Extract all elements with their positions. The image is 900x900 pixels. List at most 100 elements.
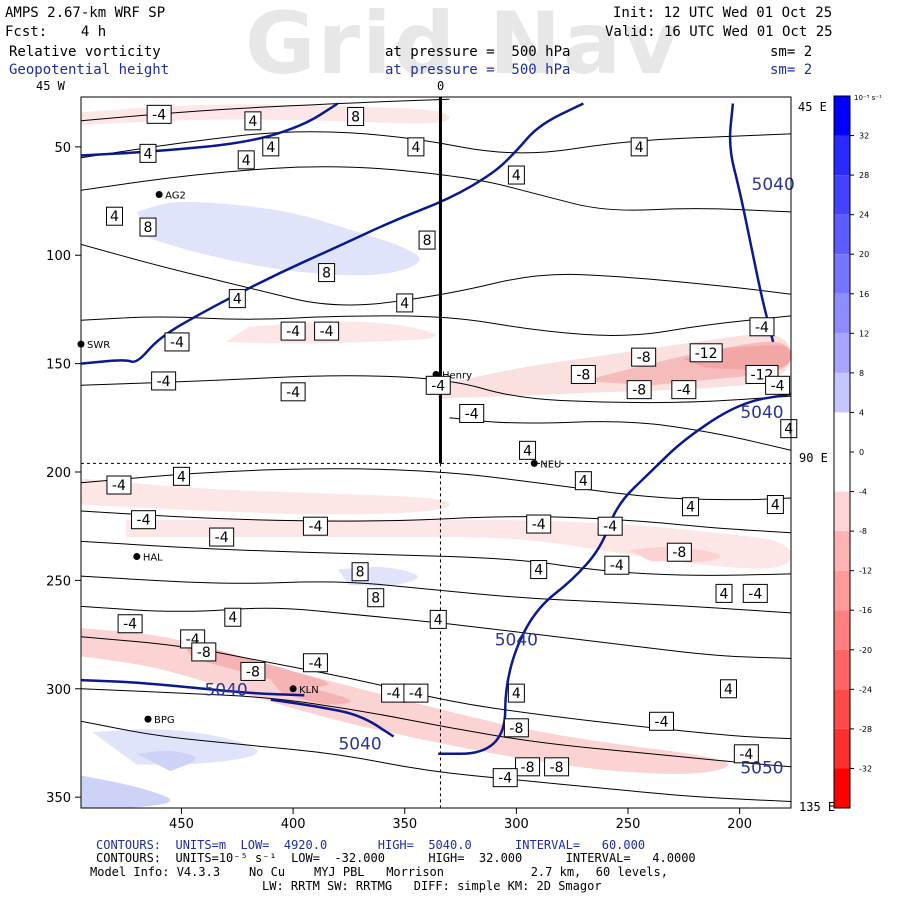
vorticity-label-text: 4 (771, 498, 780, 514)
vorticity-label-text: 4 (144, 146, 153, 162)
plot-frame (80, 96, 792, 809)
vorticity-label-box (666, 542, 692, 562)
vorticity-label-box (146, 104, 172, 124)
vorticity-label: -4 (597, 516, 623, 536)
x-tick-label: 450 (169, 817, 194, 832)
vorticity-label-box (459, 403, 485, 423)
colorbar-unit: 10⁻⁵ s⁻¹ (854, 94, 882, 102)
colorbar-swatch (834, 728, 850, 769)
footer-line-physics: LW: RRTM SW: RRTMG DIFF: simple KM: 2D S… (262, 879, 602, 893)
vorticity-label-box (418, 230, 436, 250)
station-label-henry: Henry (442, 370, 472, 381)
vorticity-label-box (139, 143, 157, 163)
vorticity-label: 4 (172, 466, 190, 486)
vorticity-label-box (425, 375, 451, 395)
vorticity-label: -4 (131, 510, 157, 530)
vorticity-label-text: -4 (431, 378, 445, 394)
colorbar-swatch (834, 649, 850, 690)
height-contour-1 (81, 102, 584, 365)
vorticity-label: -4 (425, 375, 451, 395)
vorticity-label-text: 4 (523, 443, 532, 459)
vorticity-label: -4 (459, 403, 485, 423)
vorticity-label-box (403, 683, 429, 703)
vorticity-label-box (302, 516, 328, 536)
vorticity-contour-3 (81, 243, 791, 306)
vorticity-label-box (139, 217, 157, 237)
station-label-ag2: AG2 (165, 191, 186, 202)
vorticity-label: -4 (151, 371, 177, 391)
vorticity-label: -4 (742, 583, 768, 603)
colorbar-swatch (834, 333, 850, 373)
vorticity-label: -4 (117, 614, 143, 634)
field1-name: Relative vorticity (9, 44, 161, 60)
vorticity-label: -4 (314, 321, 340, 341)
colorbar-tick-label: 16 (859, 290, 869, 299)
vorticity-label: 8 (139, 217, 157, 237)
vorticity-label-text: -4 (771, 378, 785, 394)
vorticity-label: 4 (682, 497, 700, 517)
station-marker-ag2 (155, 191, 163, 199)
vorticity-label: -4 (733, 744, 759, 764)
station-marker-hal (133, 553, 141, 561)
station-label-hal: HAL (143, 553, 163, 564)
vorticity-shade-12 (337, 566, 418, 586)
station-label-bpg: BPG (154, 715, 175, 726)
height-contour-4 (81, 678, 305, 697)
vorticity-label-text: 4 (635, 140, 644, 156)
vorticity-label-box (117, 614, 143, 634)
vorticity-label-text: -4 (532, 517, 546, 533)
vorticity-label-box (347, 107, 365, 127)
lon-top-left: 45 W (36, 79, 65, 93)
vorticity-label: -8 (570, 364, 596, 384)
y-tick-label: 300 (46, 683, 71, 698)
vorticity-label-box (240, 661, 266, 681)
colorbar-swatch (834, 293, 850, 334)
height-contour-5 (270, 698, 395, 738)
vorticity-label: 4 (715, 583, 733, 603)
colorbar-swatch (834, 610, 850, 650)
vorticity-label: 4 (407, 137, 425, 157)
vorticity-label-box (682, 497, 700, 517)
vorticity-label: -4 (749, 317, 775, 337)
colorbar-tick-label: 12 (859, 329, 869, 338)
vorticity-label: 4 (244, 111, 262, 131)
lon-right-mid: 90 E (799, 451, 828, 465)
vorticity-label-text: 8 (423, 233, 432, 249)
vorticity-label-text: 4 (512, 168, 521, 184)
vorticity-label-box (224, 607, 242, 627)
vorticity-label-box (407, 137, 425, 157)
vorticity-label-text: -4 (739, 747, 753, 763)
vorticity-label-box (544, 757, 570, 777)
vorticity-label: 8 (418, 230, 436, 250)
vorticity-label-text: -4 (465, 406, 479, 422)
vorticity-label-box (280, 321, 306, 341)
lon-right-bottom: 135 E (799, 800, 836, 814)
x-tick-label: 200 (727, 817, 752, 832)
vorticity-label-box (631, 347, 657, 367)
vorticity-label: 4 (507, 165, 525, 185)
colorbar-tick-label: 4 (859, 408, 864, 417)
vorticity-label-text: -4 (610, 558, 624, 574)
vorticity-label-box (649, 711, 675, 731)
vorticity-label: 4 (780, 419, 798, 439)
vorticity-contour-13 (81, 688, 791, 768)
vorticity-label-text: 4 (400, 296, 409, 312)
vorticity-contour-2 (81, 166, 791, 213)
x-tick-label: 300 (504, 817, 529, 832)
model-title: AMPS 2.67-km WRF SP (5, 5, 166, 21)
vorticity-label-text: -4 (498, 771, 512, 787)
vorticity-label: 8 (367, 588, 385, 608)
vorticity-label-text: -4 (409, 686, 423, 702)
vorticity-label: -8 (515, 757, 541, 777)
colorbar-tick-label: 32 (859, 132, 869, 141)
vorticity-label-box (515, 757, 541, 777)
vorticity-label-text: 4 (411, 140, 420, 156)
y-tick-label: 50 (54, 141, 71, 156)
y-tick-label: 150 (46, 358, 71, 373)
vorticity-label-text: 8 (371, 591, 380, 607)
vorticity-label-text: -4 (123, 617, 137, 633)
vorticity-label-box (719, 679, 737, 699)
vorticity-shade-13 (92, 729, 258, 765)
vorticity-label-box (626, 380, 652, 400)
